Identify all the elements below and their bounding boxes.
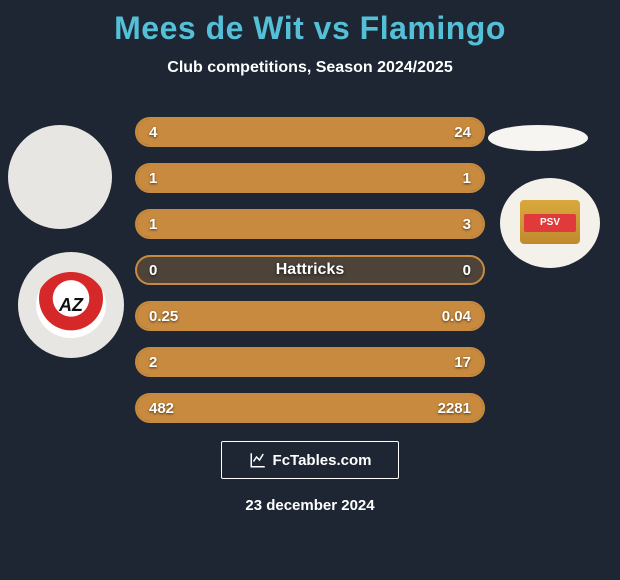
stat-row: Goals11 [135, 163, 485, 193]
stat-value-right: 3 [463, 216, 471, 233]
player-left-avatar [8, 125, 112, 229]
chart-icon [249, 451, 267, 469]
stat-value-left: 4 [149, 124, 157, 141]
player-left-club-badge: AZ [18, 252, 124, 358]
stat-label: Hattricks [137, 261, 483, 279]
stat-value-left: 1 [149, 216, 157, 233]
stat-value-right: 2281 [438, 400, 471, 417]
stat-bar-right [224, 211, 484, 237]
date-text: 23 december 2024 [0, 497, 620, 514]
stat-value-left: 482 [149, 400, 174, 417]
stat-value-right: 0 [463, 262, 471, 279]
stat-bar-right [310, 165, 483, 191]
stat-value-left: 0 [149, 262, 157, 279]
psv-badge-text: PSV [524, 214, 576, 232]
player-right-avatar [488, 125, 588, 151]
stat-bar-left [137, 165, 310, 191]
stat-value-right: 17 [454, 354, 471, 371]
stat-bar-left [137, 119, 185, 145]
stat-bar-right [185, 119, 483, 145]
stat-row: Hattricks0 0 [135, 255, 485, 285]
player-right-club-badge: PSV [500, 178, 600, 268]
stat-value-right: 24 [454, 124, 471, 141]
stat-row: Assists13 [135, 209, 485, 239]
stat-value-right: 1 [463, 170, 471, 187]
stat-value-right: 0.04 [442, 308, 471, 325]
az-badge-icon: AZ [36, 272, 106, 338]
subtitle: Club competitions, Season 2024/2025 [0, 59, 620, 77]
stat-value-left: 0.25 [149, 308, 178, 325]
brand-text: FcTables.com [273, 452, 372, 469]
stats-container: Matches424Goals11Assists13Hattricks00Goa… [135, 117, 485, 423]
stat-value-left: 2 [149, 354, 157, 371]
page-title: Mees de Wit vs Flamingo [0, 0, 620, 47]
stat-row: Shots per goal217 [135, 347, 485, 377]
brand-box[interactable]: FcTables.com [221, 441, 399, 479]
stat-bar-right [175, 349, 483, 375]
stat-row: Goals per match0.250.04 [135, 301, 485, 331]
stat-row: Min per goal4822281 [135, 393, 485, 423]
stat-row: Matches424 [135, 117, 485, 147]
stat-bar-left [137, 303, 435, 329]
stat-value-left: 1 [149, 170, 157, 187]
